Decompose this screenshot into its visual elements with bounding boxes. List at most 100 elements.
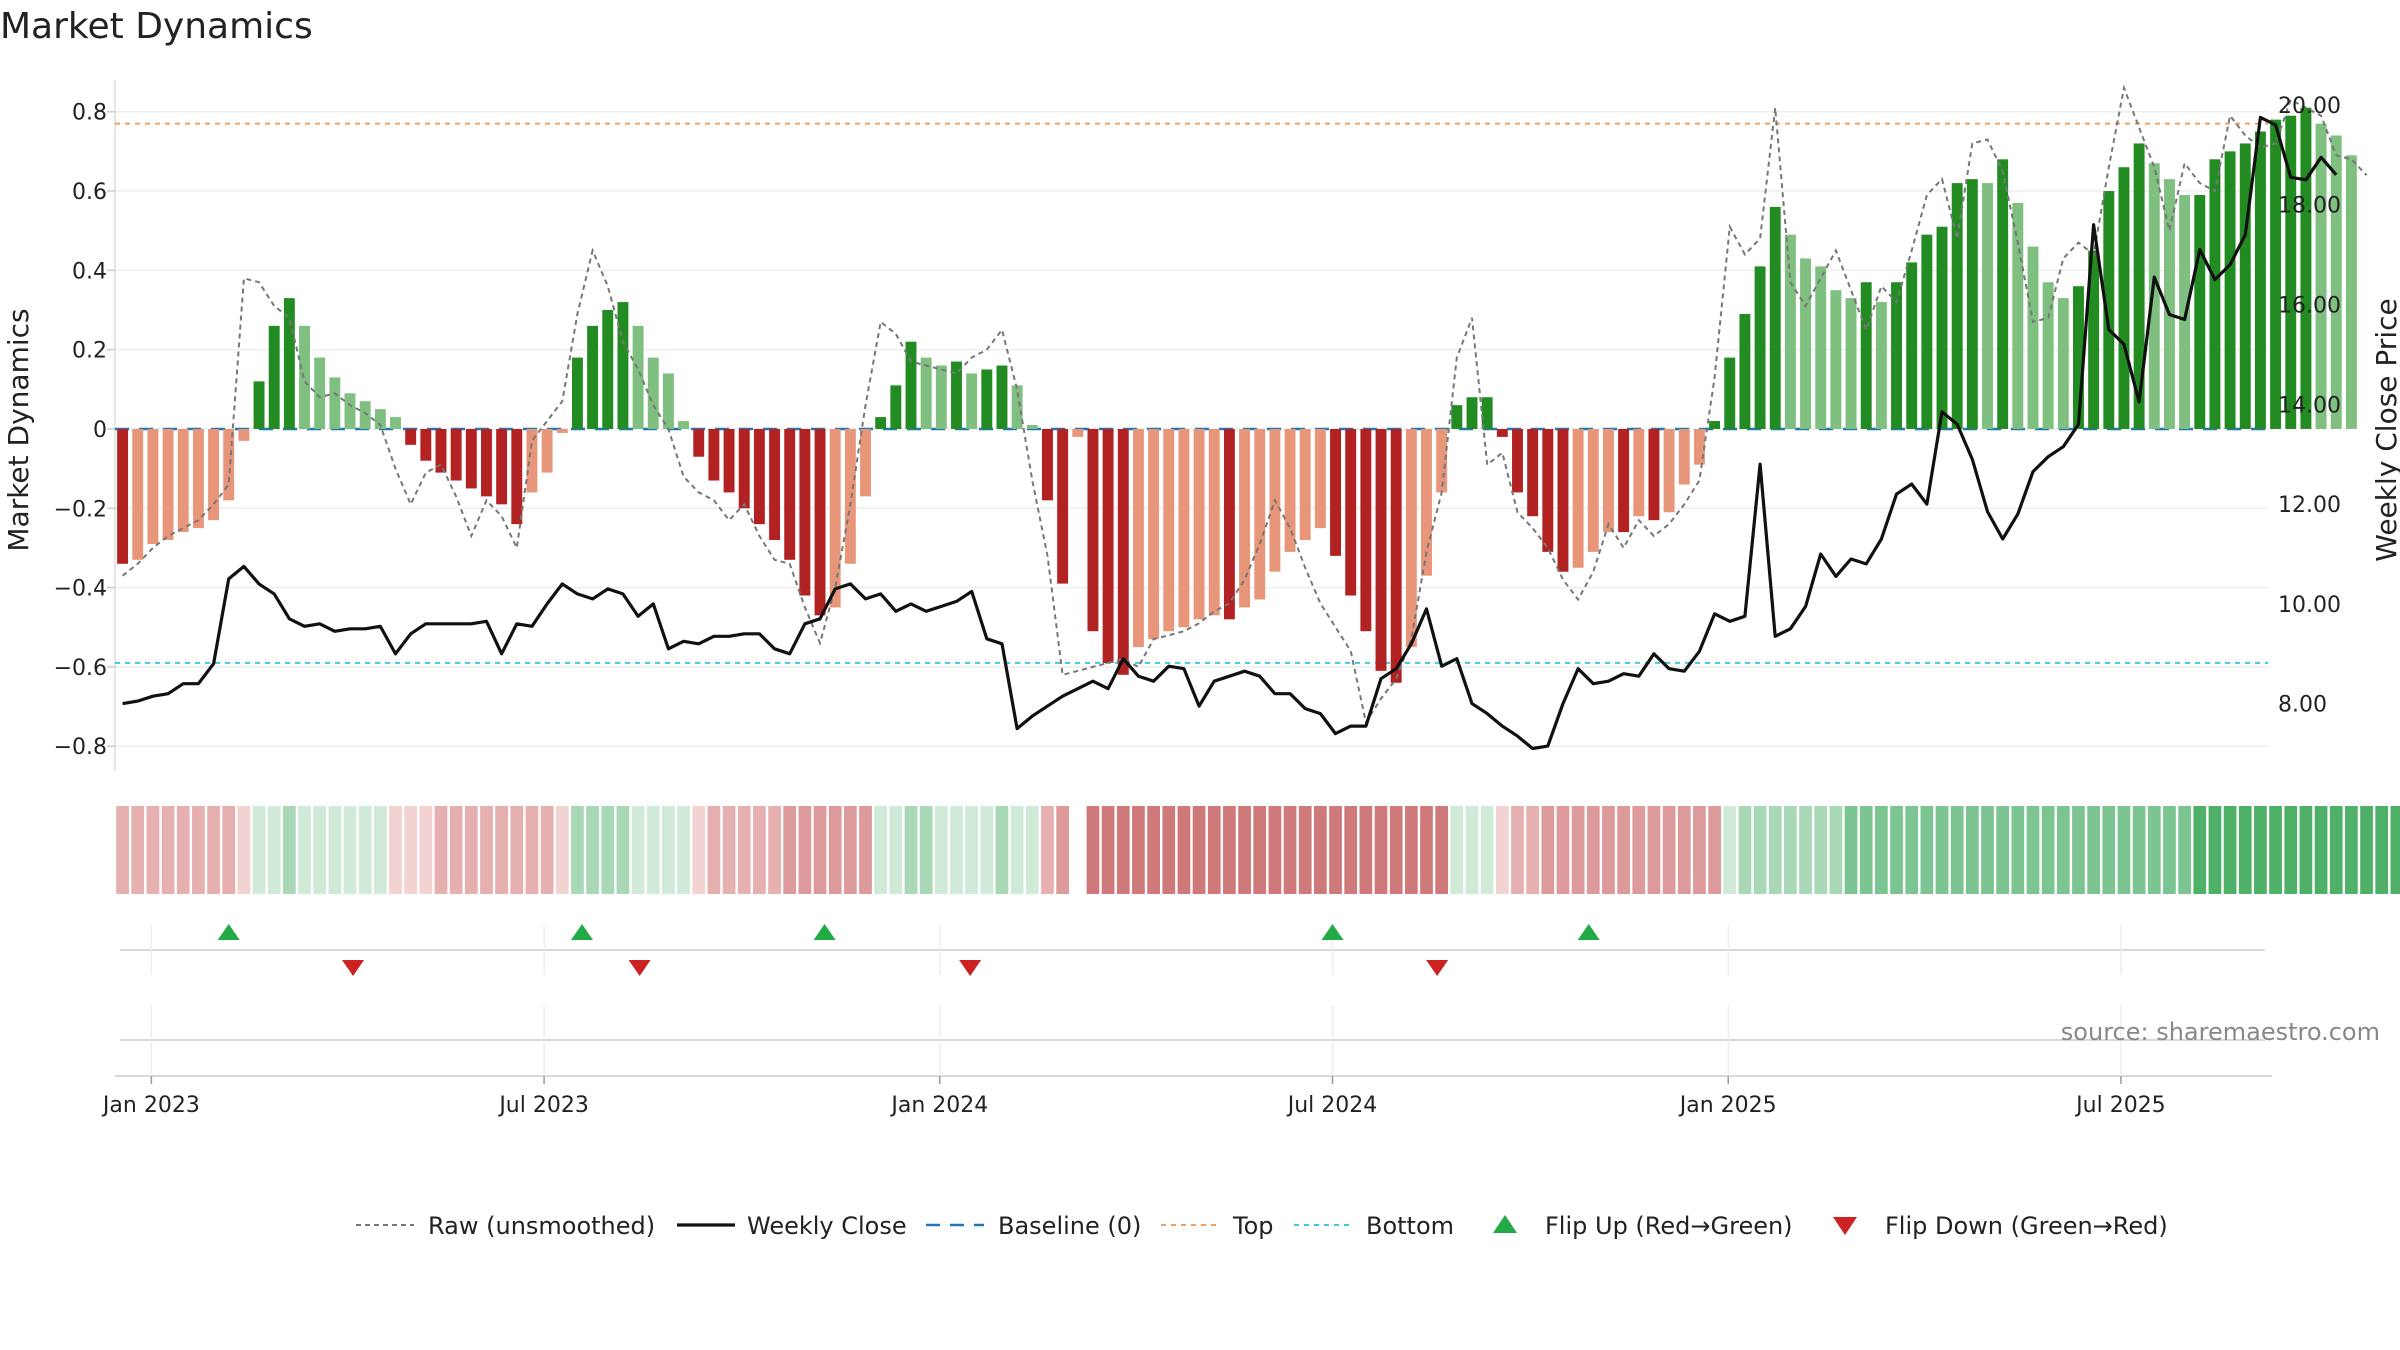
strip-cell (904, 806, 918, 894)
strip-cell (1693, 806, 1706, 894)
strip-cell (1784, 806, 1797, 894)
strip-cell (2314, 806, 2328, 894)
bar (2057, 298, 2069, 429)
bar (1451, 405, 1463, 429)
strip-cell (131, 806, 145, 894)
bar (920, 357, 932, 429)
strip-cell (586, 806, 599, 894)
flip-up-marker (217, 924, 240, 940)
strip-cell (2117, 806, 2131, 894)
bar (1042, 428, 1053, 501)
bar (405, 428, 417, 445)
strip-cell (1662, 806, 1676, 894)
legend-item: Bottom (1294, 1212, 1454, 1240)
regime-strip (116, 806, 2400, 894)
strip-cell (1329, 806, 1342, 894)
bar (511, 428, 523, 525)
legend-swatch-flip-down (1833, 1217, 1857, 1235)
strip-cell (2132, 806, 2146, 894)
y-tick-label: −0.6 (54, 656, 107, 681)
bar (1997, 159, 2009, 429)
bar (1390, 428, 1402, 683)
bar (1693, 428, 1705, 465)
strip-cell (1677, 806, 1691, 894)
bar (1982, 183, 1993, 429)
bar (162, 428, 174, 540)
strip-cell (373, 806, 387, 894)
strip-cell (1495, 806, 1509, 894)
strip-cell (2102, 806, 2116, 894)
strip-cell (419, 806, 433, 894)
strip-cell (1041, 806, 1054, 894)
bar (1602, 428, 1614, 533)
bar (1148, 428, 1160, 640)
strip-cell (2375, 806, 2389, 894)
strip-cell (2269, 806, 2282, 894)
bar (1921, 234, 1933, 429)
strip-cell (1116, 806, 1130, 894)
strip-cell (480, 806, 493, 894)
bar (2254, 131, 2266, 429)
strip-cell (571, 806, 584, 894)
strip-cell (389, 806, 402, 894)
legend-label: Raw (unsmoothed) (428, 1212, 655, 1240)
strip-cell (2329, 806, 2343, 894)
flip-up-marker (570, 924, 593, 940)
strip-cell (1996, 806, 2010, 894)
bar (1284, 428, 1296, 552)
bar (2148, 163, 2160, 429)
strip-cell (1147, 806, 1160, 894)
strip-cell (222, 806, 236, 894)
bar (1875, 302, 1887, 429)
x-axis-ticks: Jan 2023 Jul 2023 Jan 2024 Jul 2024 Jan 2025… (101, 1076, 2166, 1118)
bar (1587, 428, 1599, 552)
bar (344, 393, 356, 429)
bar (708, 428, 720, 481)
strip-cell (828, 806, 842, 894)
strip-cell (298, 806, 311, 894)
strip-cell (161, 806, 175, 894)
bar (1405, 428, 1417, 648)
bar (2330, 135, 2342, 429)
strip-cell (1162, 806, 1176, 894)
strip-cell (889, 806, 903, 894)
legend-label: Weekly Close (747, 1212, 907, 1240)
strip-cell (1374, 806, 1388, 894)
strip-cell (1556, 806, 1570, 894)
bar (147, 428, 159, 544)
bar (208, 428, 220, 521)
strip-cell (1253, 806, 1267, 894)
bar (2133, 143, 2145, 429)
legend-label: Bottom (1366, 1212, 1454, 1240)
bar (268, 325, 280, 429)
strip-cell (495, 806, 508, 894)
raw-series-line (121, 84, 2368, 726)
x-tick-label: Jan 2023 (101, 1093, 200, 1118)
strip-cell (1465, 806, 1479, 894)
strip-cell (2087, 806, 2101, 894)
y-tick-label: 0 (93, 418, 107, 443)
strip-cell (116, 806, 129, 894)
strip-cell (1617, 806, 1630, 894)
bar (587, 325, 599, 429)
bar (723, 428, 735, 493)
strip-cell (1844, 806, 1858, 894)
strip-cell (1935, 806, 1949, 894)
strip-cell (267, 806, 281, 894)
strip-cell (1859, 806, 1873, 894)
strip-cell (919, 806, 933, 894)
legend-label: Baseline (0) (998, 1212, 1141, 1240)
bar (1951, 183, 1963, 429)
bar (2088, 250, 2100, 429)
strip-cell (2056, 806, 2070, 894)
bar (177, 428, 189, 533)
strip-cell (616, 806, 630, 894)
y-tick-label: 0.4 (72, 259, 107, 284)
bar (2042, 282, 2054, 429)
bar (1117, 428, 1129, 675)
bar (2300, 107, 2312, 429)
bar (1481, 397, 1493, 429)
strip-cell (343, 806, 357, 894)
strip-cell (2345, 806, 2358, 894)
flip-down-marker (1426, 960, 1449, 976)
